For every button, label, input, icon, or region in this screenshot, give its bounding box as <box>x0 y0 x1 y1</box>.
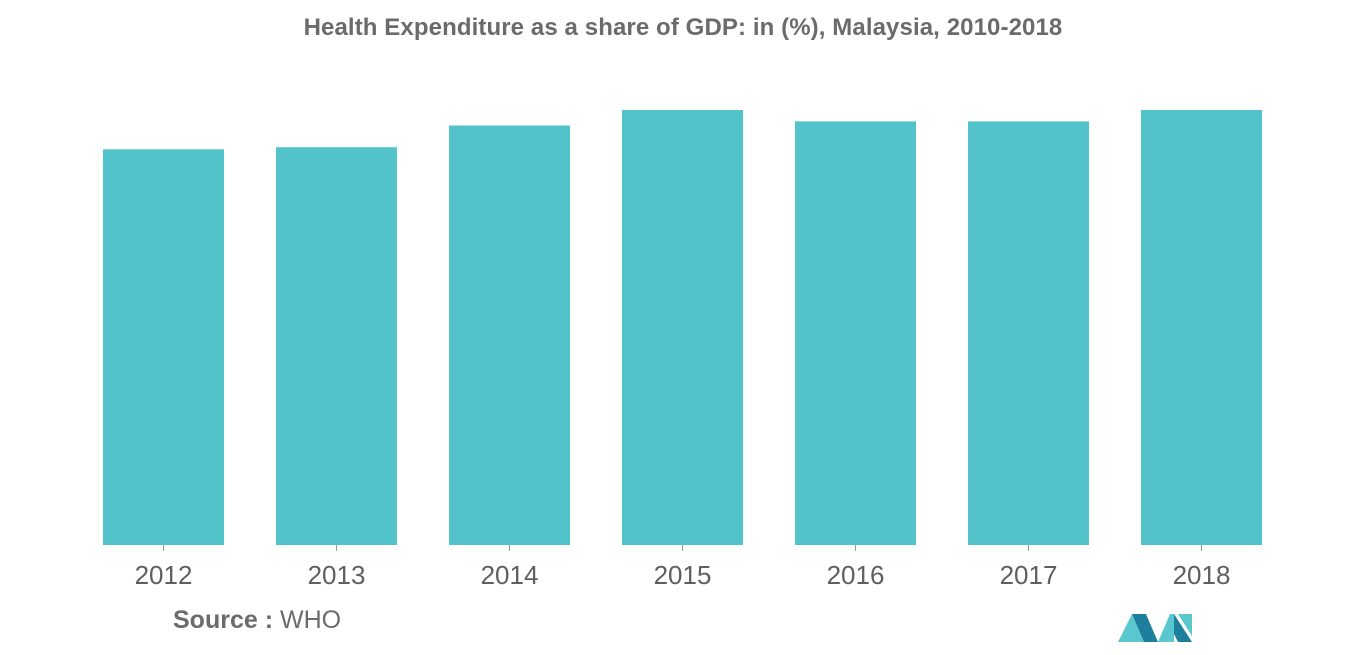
bar-chart: 2012 2013 2014 2015 2016 2017 2018 <box>103 110 1262 590</box>
logo-shape-mid <box>1132 614 1158 642</box>
logo-shape-right-b <box>1174 614 1192 642</box>
chart-title: Health Expenditure as a share of GDP: in… <box>303 14 1063 41</box>
source-label: Source : <box>173 606 274 634</box>
x-tick-label-2014: 2014 <box>481 560 539 590</box>
x-tick-label-2018: 2018 <box>1173 560 1231 590</box>
x-tick-label-2017: 2017 <box>1000 560 1058 590</box>
bar-2018 <box>1141 110 1262 545</box>
mordor-intelligence-logo-icon <box>1118 614 1192 642</box>
logo-shape-left <box>1118 614 1144 642</box>
bar-2014 <box>449 125 570 545</box>
logo-shape-right-a <box>1158 614 1174 642</box>
x-tick-label-2016: 2016 <box>827 560 885 590</box>
bar-2017 <box>968 121 1089 546</box>
source-value: WHO <box>279 606 342 634</box>
source-line: Source : WHO <box>173 606 341 635</box>
bar-2012 <box>103 149 224 546</box>
bar-2015 <box>622 110 743 545</box>
x-tick-label-2013: 2013 <box>308 560 366 590</box>
x-tick-label-2012: 2012 <box>135 560 193 590</box>
bar-2013 <box>276 147 397 545</box>
x-tick-label-2015: 2015 <box>654 560 712 590</box>
bar-2016 <box>795 121 916 546</box>
logo-shape-right-c <box>1178 614 1192 636</box>
